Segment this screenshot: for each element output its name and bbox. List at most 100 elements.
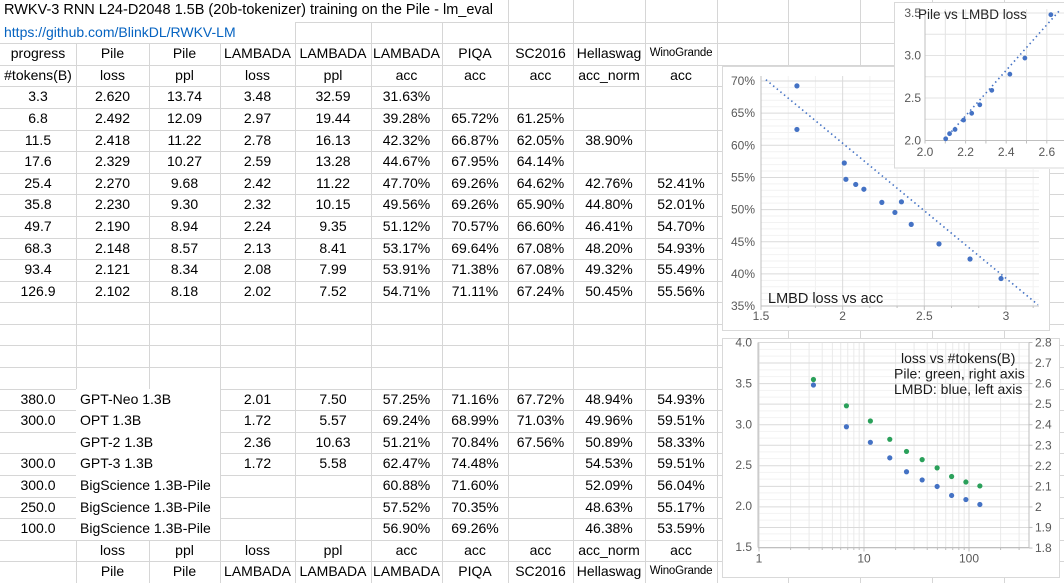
cell[interactable]: 250.0 [20, 498, 56, 515]
cell[interactable]: acc [529, 66, 552, 83]
cell[interactable]: 48.20% [585, 239, 633, 256]
cell[interactable]: LAMBADA [299, 45, 367, 62]
cell[interactable]: 66.87% [451, 131, 499, 148]
cell[interactable]: acc [464, 66, 486, 83]
cell[interactable]: loss [100, 541, 125, 558]
cell[interactable]: ppl [323, 541, 343, 558]
cell[interactable]: 31.63% [382, 88, 431, 105]
cell[interactable]: 52.41% [657, 174, 705, 191]
cell[interactable]: acc [529, 541, 552, 558]
cell[interactable]: 62.47% [382, 455, 431, 472]
cell[interactable]: 67.72% [516, 390, 565, 407]
cell[interactable]: 71.38% [451, 261, 499, 278]
cell[interactable]: 49.7 [24, 217, 52, 234]
cell[interactable]: 55.17% [657, 498, 705, 515]
cell[interactable]: 69.64% [451, 239, 499, 256]
cell[interactable]: 64.62% [516, 174, 565, 191]
cell[interactable]: 69.26% [451, 174, 499, 191]
cell[interactable]: 69.24% [382, 412, 431, 429]
cell[interactable]: Hellaswag [576, 45, 642, 62]
cell[interactable]: ppl [175, 541, 194, 558]
cell[interactable]: #tokens(B) [4, 66, 72, 83]
cell[interactable]: LAMBADA [224, 563, 291, 580]
cell[interactable]: 11.22 [316, 174, 350, 191]
cell[interactable]: 42.76% [585, 174, 633, 191]
cell[interactable]: 54.71% [382, 282, 431, 299]
cell[interactable]: 5.58 [319, 455, 347, 472]
cell[interactable]: 49.96% [585, 412, 633, 429]
cell[interactable]: 59.51% [657, 412, 705, 429]
cell[interactable]: 51.21% [382, 433, 431, 450]
cell[interactable]: Pile [100, 45, 125, 62]
cell[interactable]: 2.24 [243, 217, 272, 234]
cell[interactable]: 48.63% [585, 498, 633, 515]
cell[interactable]: 7.99 [319, 261, 347, 278]
cell[interactable]: 2.36 [243, 433, 272, 450]
cell[interactable]: 71.16% [451, 390, 499, 407]
cell[interactable]: acc [395, 66, 418, 83]
cell[interactable]: 52.01% [657, 196, 705, 213]
cell[interactable]: 19.44 [315, 109, 351, 126]
cell[interactable]: 16.13 [315, 131, 351, 148]
cell[interactable]: 66.60% [516, 217, 565, 234]
cell[interactable]: 17.6 [24, 153, 52, 170]
cell[interactable]: WinoGrande [649, 47, 713, 60]
cell[interactable]: SC2016 [515, 45, 566, 62]
model-name-cell[interactable]: BigScience 1.3B-Pile [76, 475, 220, 497]
cell[interactable]: 2.102 [94, 282, 131, 299]
cell[interactable]: 69.26% [451, 196, 499, 213]
cell[interactable]: 300.0 [20, 412, 56, 429]
cell[interactable]: 49.32% [585, 261, 633, 278]
cell[interactable]: 2.121 [94, 261, 131, 278]
cell[interactable]: 56.04% [657, 477, 705, 494]
cell[interactable]: 74.48% [451, 455, 499, 472]
cell[interactable]: ppl [323, 66, 343, 83]
cell[interactable]: acc [464, 541, 486, 558]
cell[interactable]: 7.50 [319, 390, 347, 407]
cell[interactable]: 54.53% [585, 455, 633, 472]
cell[interactable]: Pile [172, 563, 197, 580]
cell[interactable]: 35.8 [24, 196, 52, 213]
cell[interactable]: 32.59 [315, 88, 351, 105]
cell[interactable]: 54.93% [657, 239, 705, 256]
cell[interactable]: 8.34 [170, 261, 199, 278]
cell[interactable]: 47.70% [382, 174, 431, 191]
cell[interactable]: 11.22 [167, 131, 202, 148]
cell[interactable]: 2.329 [94, 153, 131, 170]
model-name-cell[interactable]: GPT-3 1.3B [76, 453, 220, 476]
cell[interactable]: 68.3 [24, 239, 52, 256]
cell[interactable]: 58.33% [657, 433, 705, 450]
cell[interactable]: WinoGrande [649, 565, 713, 578]
cell[interactable]: 62.05% [516, 131, 565, 148]
cell[interactable]: 2.78 [243, 131, 272, 148]
cell[interactable]: 39.28% [382, 109, 431, 126]
cell[interactable]: LAMBADA [373, 563, 440, 580]
cell[interactable]: PIQA [458, 563, 492, 580]
cell[interactable]: 1.72 [243, 412, 272, 429]
cell[interactable]: LAMBADA [373, 45, 440, 62]
cell[interactable]: 300.0 [20, 477, 56, 494]
cell[interactable]: 69.26% [451, 520, 499, 537]
cell[interactable]: 3.3 [28, 88, 48, 105]
cell[interactable]: 65.90% [516, 196, 565, 213]
cell[interactable]: 10.63 [315, 433, 351, 450]
cell[interactable]: 57.25% [382, 390, 431, 407]
cell[interactable]: 2.620 [94, 88, 131, 105]
cell[interactable]: 100.0 [20, 520, 56, 537]
cell[interactable]: 9.35 [319, 217, 347, 234]
cell[interactable]: 2.418 [94, 131, 131, 148]
cell[interactable]: 3.48 [243, 88, 272, 105]
cell[interactable]: 53.59% [657, 520, 705, 537]
cell[interactable]: 70.57% [451, 217, 499, 234]
chart-pile-vs-lmbd-loss[interactable]: 3.5 3.0 2.5 2.02.0 2.2 2.4 2.6 Pile vs LMBD los… [894, 2, 1064, 169]
cell[interactable]: 9.68 [170, 174, 199, 191]
cell[interactable]: 70.35% [451, 498, 499, 515]
cell[interactable]: 126.9 [20, 282, 56, 299]
cell[interactable]: acc [670, 541, 692, 558]
cell[interactable]: 52.09% [585, 477, 633, 494]
model-name-cell[interactable]: OPT 1.3B [76, 410, 220, 432]
cell[interactable]: 44.67% [382, 153, 431, 170]
cell[interactable]: LAMBADA [224, 45, 291, 62]
cell[interactable]: 12.09 [166, 109, 203, 126]
cell[interactable]: 67.95% [451, 153, 499, 170]
